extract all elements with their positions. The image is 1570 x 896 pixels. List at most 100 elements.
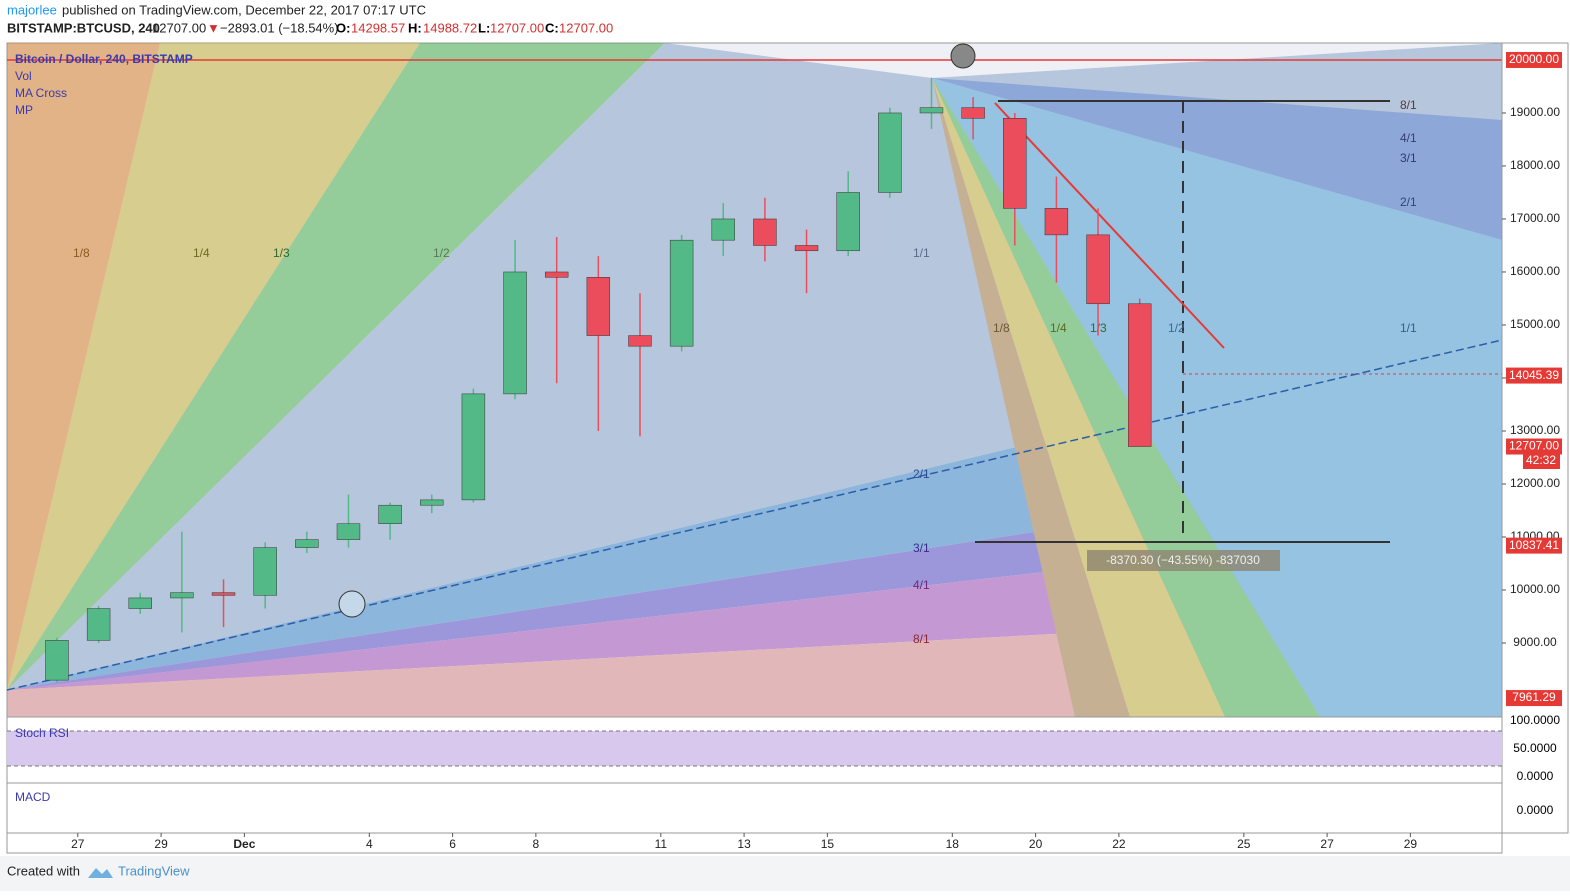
- x-tick-label: 6: [449, 837, 456, 851]
- x-tick-label: 27: [1320, 837, 1334, 851]
- price-label-box: [1506, 438, 1562, 455]
- fan-label: 1/4: [1050, 321, 1067, 335]
- anchor-dot: [338, 590, 366, 618]
- pane-tick: 0.0000: [1517, 803, 1554, 817]
- candle-body: [295, 539, 319, 548]
- footer: [0, 856, 1570, 891]
- low: 12707.00: [490, 20, 544, 35]
- legend-item: MA Cross: [15, 86, 67, 100]
- support-line: [6, 339, 1503, 691]
- candle-body: [86, 608, 111, 641]
- candle-body: [45, 640, 69, 681]
- published: published on TradingView.com, December 2…: [62, 2, 426, 17]
- y-tick-label: 16000.00: [1510, 264, 1560, 278]
- candle-body: [878, 112, 902, 193]
- candle-body: [1044, 208, 1069, 236]
- price-label: 7961.29: [1512, 690, 1556, 704]
- fan-label: 1/4: [193, 246, 210, 260]
- candle-body: [544, 271, 569, 278]
- pane-title: MACD: [15, 790, 51, 804]
- trend-line: [994, 102, 1225, 349]
- candle-body: [170, 592, 194, 599]
- candle-body: [753, 218, 777, 246]
- x-tick-label: 29: [154, 837, 168, 851]
- candle-body: [1003, 118, 1027, 209]
- countdown: 42:32: [1526, 453, 1556, 467]
- candle-body: [961, 107, 985, 119]
- candle-body: [1128, 303, 1152, 447]
- candle-body: [628, 335, 652, 347]
- fan-label: 1/8: [73, 246, 90, 260]
- x-tick-label: 13: [737, 837, 751, 851]
- x-tick-label: 8: [533, 837, 540, 851]
- x-tick-label: Dec: [233, 837, 255, 851]
- last: 12707.00: [152, 20, 206, 35]
- pane-title: Stoch RSI: [15, 726, 69, 740]
- gann-fans: [7, 43, 1502, 717]
- footer-text: Created with: [7, 863, 80, 878]
- footer-brand[interactable]: TradingView: [118, 863, 190, 878]
- legend-item: Vol: [15, 69, 32, 83]
- time-axis: [6, 832, 1503, 854]
- price-label-box: [1506, 367, 1562, 384]
- stoch-band: [7, 731, 1502, 766]
- price-label-box: [1506, 51, 1562, 68]
- price-label: 12707.00: [1509, 439, 1559, 453]
- fan-label: 1/1: [1400, 321, 1417, 335]
- o-label: O:: [336, 20, 350, 35]
- fan-label: 1/3: [273, 246, 290, 260]
- candle-body: [253, 547, 277, 596]
- fan-label: 1/1: [913, 246, 930, 260]
- fan-label: 4/1: [1400, 131, 1417, 145]
- close: 12707.00: [559, 20, 613, 35]
- candle-body: [461, 393, 486, 501]
- y-tick-label: 19000.00: [1510, 105, 1560, 119]
- candle-body: [586, 277, 611, 336]
- pane-tick: 100.0000: [1510, 713, 1560, 727]
- x-tick-label: 22: [1112, 837, 1126, 851]
- candle-body: [420, 499, 444, 506]
- y-tick-label: 15000.00: [1510, 317, 1560, 331]
- x-tick-label: 20: [1029, 837, 1043, 851]
- pane-tick: 0.0000: [1517, 769, 1554, 783]
- candle-body: [1086, 234, 1110, 305]
- fan-label: 1/8: [993, 321, 1010, 335]
- fan-label: 1/2: [433, 246, 450, 260]
- candle-body: [794, 245, 819, 252]
- fan-label: 2/1: [1400, 195, 1417, 209]
- c-label: C:: [545, 20, 559, 35]
- legend-title: Bitcoin / Dollar, 240, BITSTAMP: [15, 52, 193, 66]
- fan-label: 3/1: [1400, 151, 1417, 165]
- fan-label: 1/2: [1168, 321, 1185, 335]
- x-tick-label: 4: [366, 837, 373, 851]
- x-tick-label: 29: [1404, 837, 1418, 851]
- x-tick-label: 11: [655, 837, 668, 851]
- measure-label: -8370.30 (−43.55%) -837030: [1106, 553, 1260, 567]
- x-tick-label: 27: [71, 837, 85, 851]
- brand-logo: [88, 868, 113, 878]
- fan-label: 8/1: [913, 632, 930, 646]
- candle-body: [503, 271, 527, 395]
- x-tick-label: 25: [1237, 837, 1251, 851]
- candle-body: [836, 192, 860, 252]
- y-tick-label: 17000.00: [1510, 211, 1560, 225]
- h-label: H:: [408, 20, 422, 35]
- y-tick-label: 12000.00: [1510, 476, 1560, 490]
- change: −2893.01 (−18.54%): [220, 20, 339, 35]
- price-label: 20000.00: [1509, 52, 1559, 66]
- measure-box: [1087, 550, 1280, 571]
- high: 14988.72: [423, 20, 477, 35]
- price-label: 14045.39: [1509, 368, 1559, 382]
- candle-body: [211, 592, 236, 596]
- fan-label: 8/1: [1400, 98, 1417, 112]
- fan-label: 2/1: [913, 467, 930, 481]
- fan-label: 4/1: [913, 578, 930, 592]
- symbol: BITSTAMP:BTCUSD, 240: [7, 20, 160, 35]
- x-tick-label: 18: [946, 837, 960, 851]
- candle-body: [128, 597, 152, 609]
- pane-tick: 50.0000: [1513, 741, 1557, 755]
- author[interactable]: majorlee: [7, 2, 57, 17]
- fan-labels: 1/8 1/4 1/3 1/2 1/1 2/1 3/1 4/1 8/1 1/8 …: [73, 98, 1417, 646]
